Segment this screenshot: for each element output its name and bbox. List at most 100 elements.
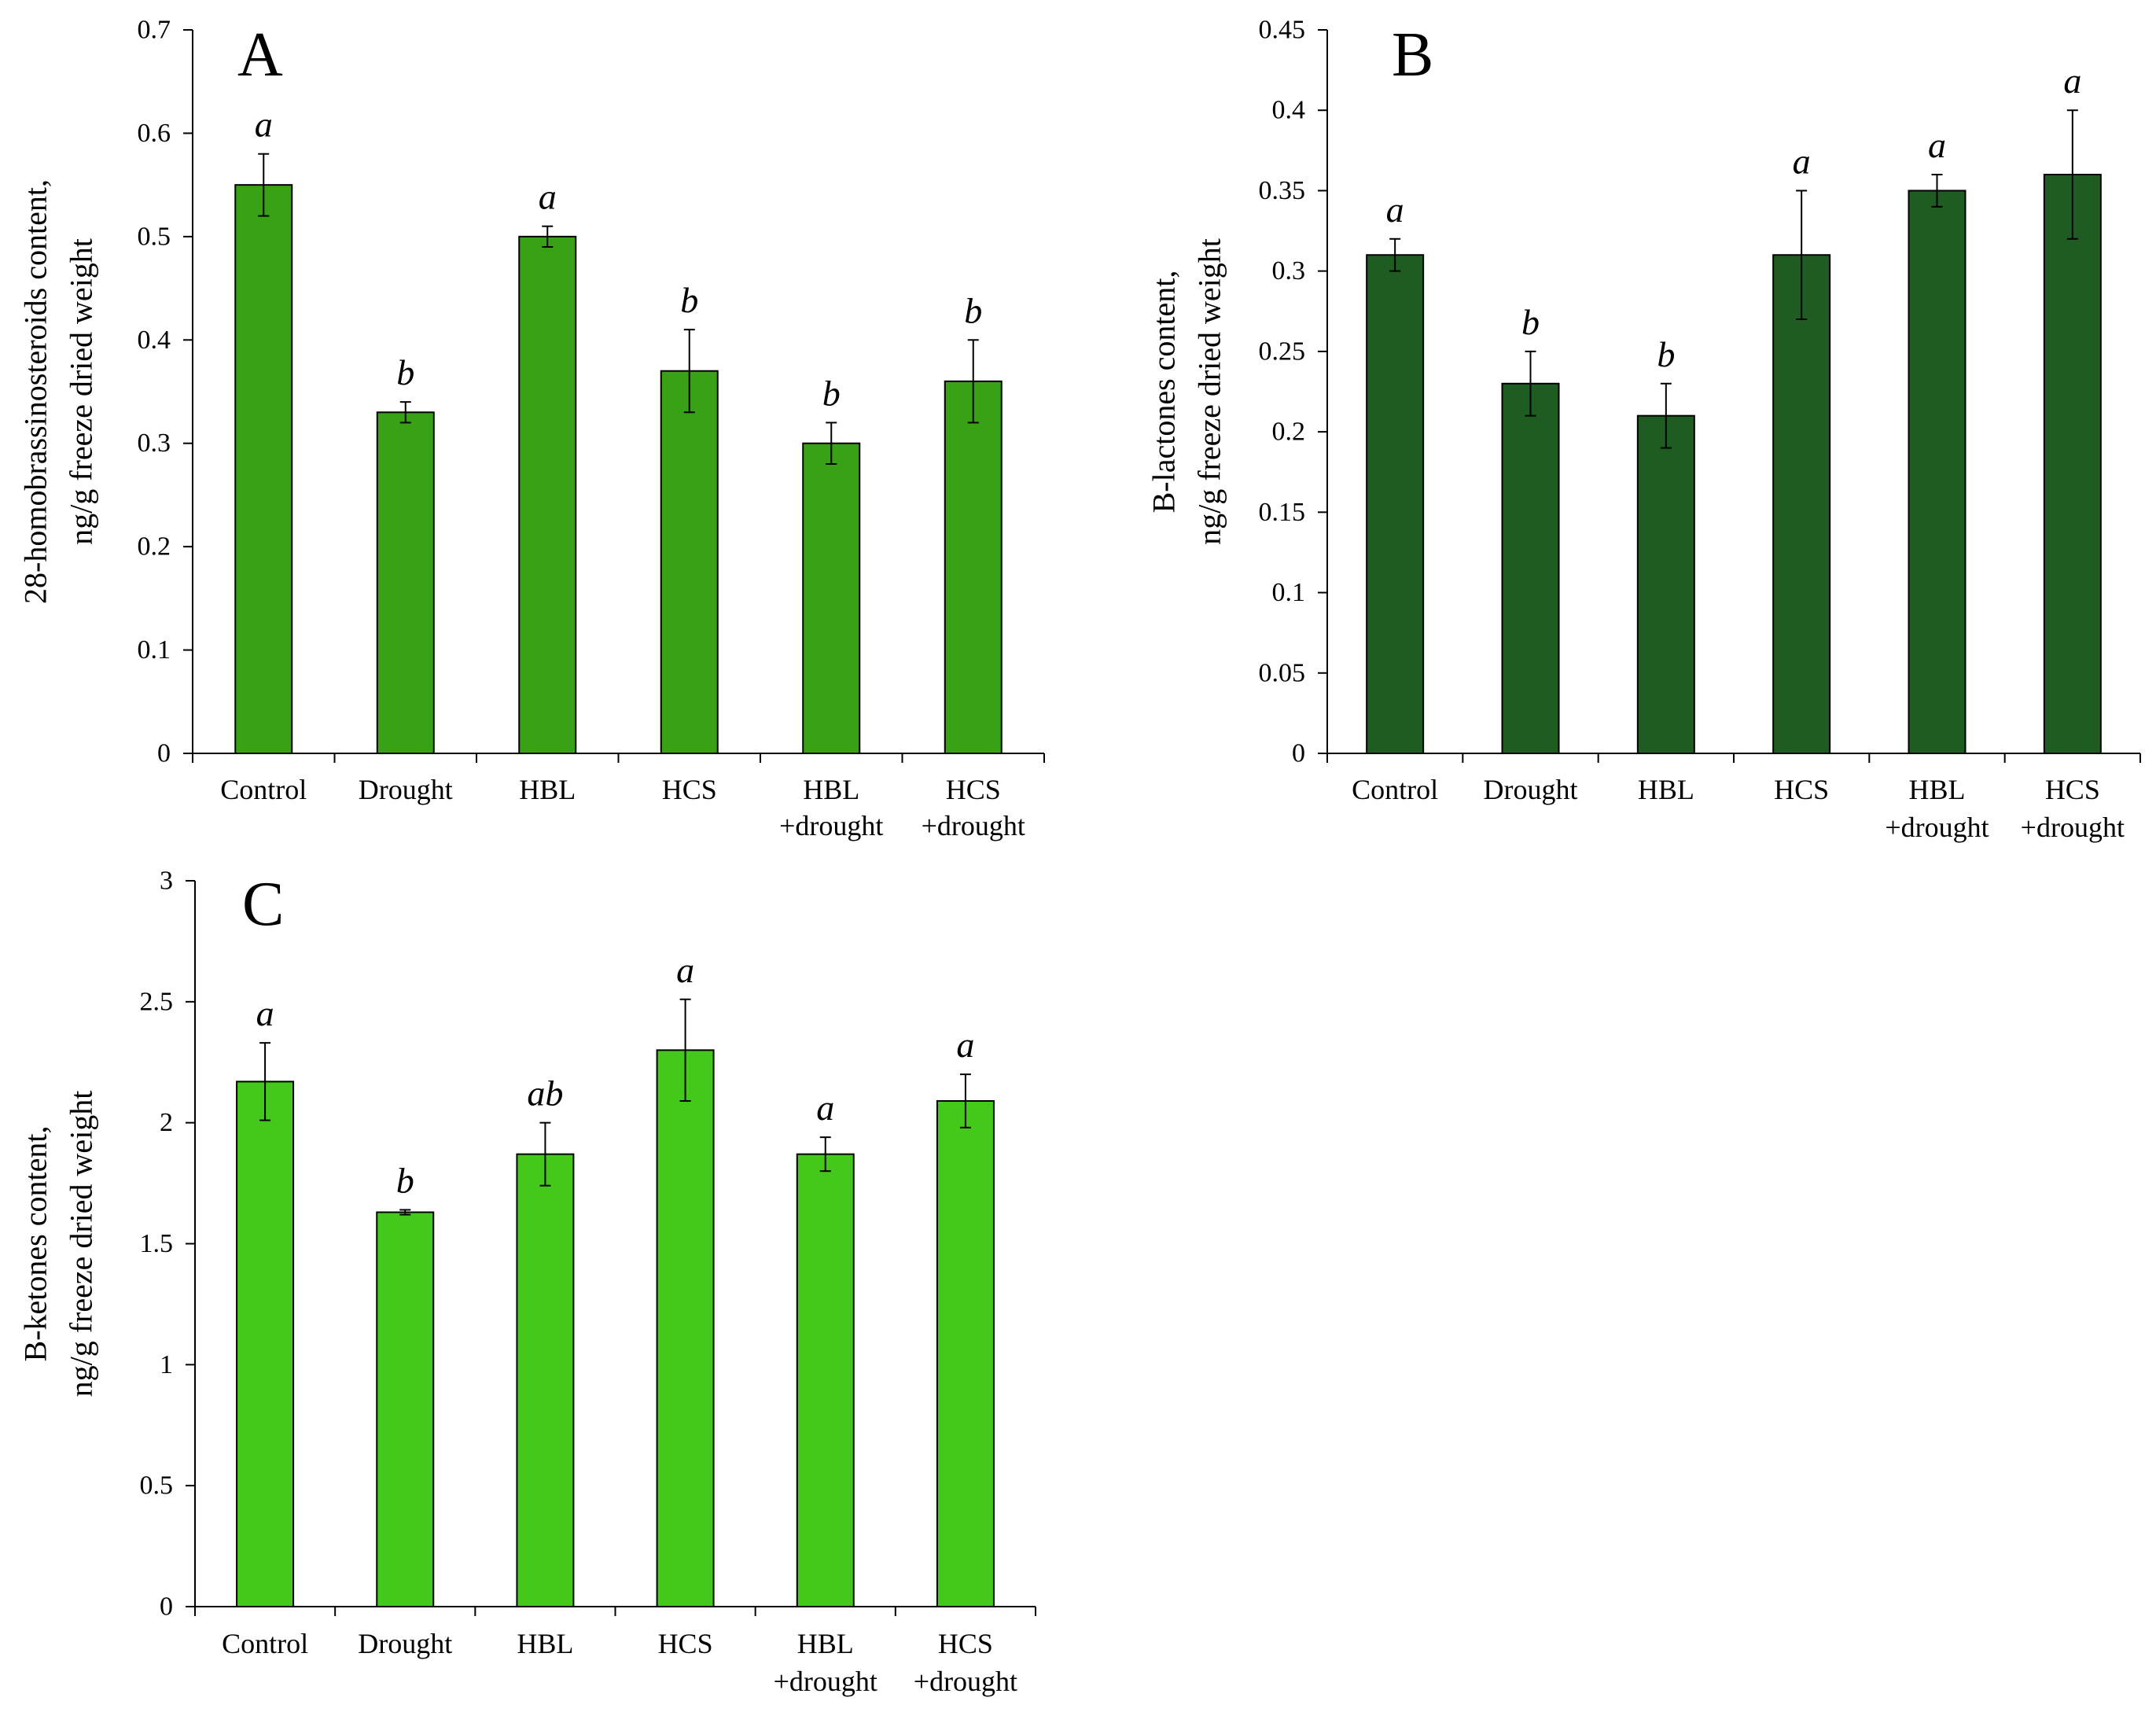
- y-tick-label: 0.35: [1259, 176, 1306, 205]
- bar: [1366, 254, 1425, 754]
- x-tick-label: HCS: [662, 774, 717, 805]
- bar: [1636, 414, 1695, 755]
- y-tick-label: 0.15: [1259, 498, 1306, 527]
- x-tick-label: Control: [1352, 774, 1438, 805]
- y-tick-label: 0: [160, 1592, 173, 1622]
- x-tick-label: Control: [220, 774, 307, 805]
- y-tick-label: 0.5: [140, 1471, 174, 1500]
- x-tick-label: HBL: [803, 774, 859, 805]
- y-tick-label: 2: [160, 1108, 173, 1137]
- bar: [518, 235, 577, 755]
- error-bar: [683, 329, 695, 414]
- error-bar: [679, 998, 691, 1102]
- x-tick-label: +drought: [922, 810, 1025, 841]
- x-tick-label: HCS: [2045, 774, 2100, 805]
- error-bar: [1525, 350, 1536, 417]
- error-bar: [542, 225, 554, 248]
- error-bar: [826, 422, 837, 465]
- chart-panel-b: B B-lactones content, ng/g freeze dried we…: [1146, 16, 2141, 843]
- y-tick-label: 0.25: [1259, 337, 1306, 366]
- error-bar: [819, 1136, 831, 1173]
- panel-letter: C: [242, 870, 284, 939]
- y-tick-label: 0.45: [1259, 16, 1306, 45]
- x-tick-label: HCS: [938, 1628, 993, 1659]
- y-tick-label: 1.5: [140, 1229, 174, 1258]
- significance-letter: b: [964, 290, 982, 330]
- x-tick-label: +drought: [774, 1666, 877, 1697]
- y-tick-label: 0.4: [1272, 96, 1306, 125]
- x-tick-label: Drought: [1484, 774, 1578, 805]
- x-tick-label: +drought: [914, 1666, 1017, 1697]
- bar: [376, 1211, 435, 1607]
- error-bar: [399, 401, 411, 424]
- y-tick-label: 0.2: [138, 532, 171, 561]
- y-axis-title: ng/g freeze dried weight: [64, 238, 99, 545]
- chart-panel-a: A 28-homobrassinosteroids content, ng/g fr…: [18, 16, 1045, 841]
- y-axis-title: ng/g freeze dried weight: [1192, 238, 1227, 545]
- y-tick-label: 2.5: [140, 987, 174, 1016]
- significance-letter: a: [1386, 190, 1404, 230]
- x-tick-label: +drought: [779, 810, 883, 841]
- significance-letter: a: [2063, 61, 2081, 101]
- bar: [236, 1081, 295, 1607]
- error-bar: [967, 339, 979, 424]
- significance-letter: a: [676, 950, 694, 990]
- significance-letter: a: [1793, 141, 1811, 181]
- y-axis-title: B-lactones content,: [1146, 271, 1182, 514]
- bar: [516, 1153, 575, 1607]
- y-tick-label: 0.6: [138, 119, 171, 148]
- bar: [796, 1153, 855, 1607]
- chart-panel-c: C B-ketones content, ng/g freeze dried wei…: [18, 867, 1036, 1697]
- bar: [1772, 254, 1831, 754]
- x-tick-label: HBL: [1638, 774, 1694, 805]
- error-bar: [539, 1121, 551, 1187]
- bar: [234, 184, 293, 754]
- y-tick-label: 3: [160, 867, 173, 896]
- significance-letter: a: [1928, 125, 1946, 165]
- significance-letter: a: [816, 1088, 834, 1128]
- error-bar: [259, 1042, 271, 1121]
- error-bar: [959, 1073, 971, 1128]
- significance-letter: b: [680, 280, 698, 320]
- y-tick-label: 0: [1292, 739, 1305, 768]
- y-axis-title: ng/g freeze dried weight: [64, 1091, 99, 1397]
- bar: [802, 442, 861, 754]
- error-bar: [1389, 237, 1401, 272]
- error-bar: [399, 1209, 411, 1216]
- x-tick-label: HBL: [519, 774, 576, 805]
- bar: [2043, 174, 2102, 754]
- y-tick-label: 0.1: [138, 635, 171, 665]
- significance-letter: b: [822, 373, 841, 413]
- error-bar: [1796, 190, 1808, 320]
- y-tick-label: 0.3: [138, 429, 171, 458]
- panel-letter: A: [237, 20, 283, 90]
- y-tick-label: 0: [157, 739, 171, 768]
- significance-letter: b: [396, 1160, 414, 1200]
- x-tick-label: HCS: [658, 1628, 713, 1659]
- significance-letter: a: [956, 1025, 974, 1065]
- y-tick-label: 0.5: [138, 222, 171, 251]
- y-axis-title: B-ketones content,: [18, 1126, 53, 1362]
- x-tick-label: Drought: [359, 774, 453, 805]
- bar: [656, 1049, 715, 1608]
- significance-letter: ab: [527, 1073, 563, 1114]
- x-tick-label: HCS: [946, 774, 1001, 805]
- significance-letter: b: [1657, 334, 1675, 374]
- y-tick-label: 0.05: [1259, 658, 1306, 687]
- y-tick-label: 0.3: [1272, 256, 1306, 285]
- y-tick-label: 0.4: [138, 326, 171, 355]
- significance-letter: a: [255, 105, 273, 145]
- x-tick-label: Control: [222, 1628, 308, 1659]
- y-tick-label: 0.2: [1272, 418, 1306, 447]
- error-bar: [2066, 109, 2078, 240]
- bar: [1501, 382, 1560, 754]
- error-bar: [1931, 174, 1943, 208]
- x-tick-label: Drought: [358, 1628, 452, 1659]
- error-bar: [258, 153, 270, 217]
- significance-letter: b: [1521, 302, 1540, 342]
- bar: [660, 370, 719, 754]
- y-tick-label: 0.1: [1272, 578, 1306, 607]
- bar: [376, 411, 435, 754]
- panel-letter: B: [1392, 20, 1433, 90]
- significance-letter: b: [396, 352, 414, 392]
